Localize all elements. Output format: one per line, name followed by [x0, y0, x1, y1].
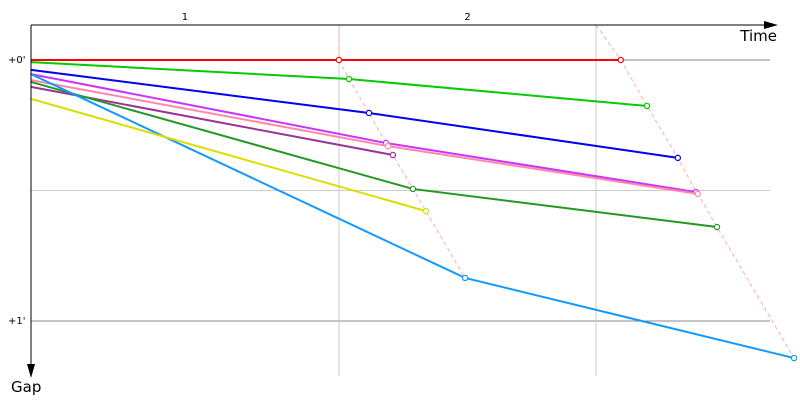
- data-point[interactable]: [384, 142, 392, 150]
- data-point[interactable]: [345, 75, 353, 83]
- data-point[interactable]: [617, 56, 625, 64]
- x-axis-label: Time: [739, 27, 777, 45]
- data-point[interactable]: [409, 185, 417, 193]
- data-point[interactable]: [422, 207, 430, 215]
- series-line: [30, 73, 795, 360]
- series-1: [30, 61, 651, 110]
- lap-label: 2: [464, 12, 470, 23]
- data-point[interactable]: [643, 102, 651, 110]
- axes: Time Gap: [11, 21, 778, 396]
- series-4: [30, 79, 702, 198]
- series-line: [30, 68, 678, 159]
- data-point[interactable]: [335, 56, 343, 64]
- x-axis-arrow-icon: [764, 21, 778, 29]
- lap-completion-line: [338, 25, 466, 279]
- lap-lines: [338, 24, 795, 359]
- data-point[interactable]: [674, 154, 682, 162]
- lap-completion-line: [595, 24, 795, 359]
- series-0: [31, 56, 625, 64]
- series-group: [30, 56, 798, 362]
- y-tick-label: +1': [8, 316, 26, 327]
- series-line: [30, 97, 427, 213]
- series-2: [30, 68, 682, 162]
- data-point[interactable]: [713, 223, 721, 231]
- data-point[interactable]: [790, 354, 798, 362]
- series-7: [30, 73, 798, 362]
- series-3: [30, 73, 700, 196]
- y-axis-label: Gap: [11, 378, 41, 396]
- series-6: [30, 80, 721, 231]
- lap-label: 1: [182, 12, 188, 23]
- data-point[interactable]: [461, 274, 469, 282]
- tick-labels: +0' +1' 1 2: [8, 12, 471, 327]
- grid: [31, 25, 770, 376]
- series-8: [30, 97, 430, 215]
- data-point[interactable]: [389, 151, 397, 159]
- data-point[interactable]: [694, 190, 702, 198]
- y-axis-arrow-icon: [27, 364, 35, 378]
- data-point[interactable]: [365, 109, 373, 117]
- y-tick-label: +0': [8, 55, 26, 66]
